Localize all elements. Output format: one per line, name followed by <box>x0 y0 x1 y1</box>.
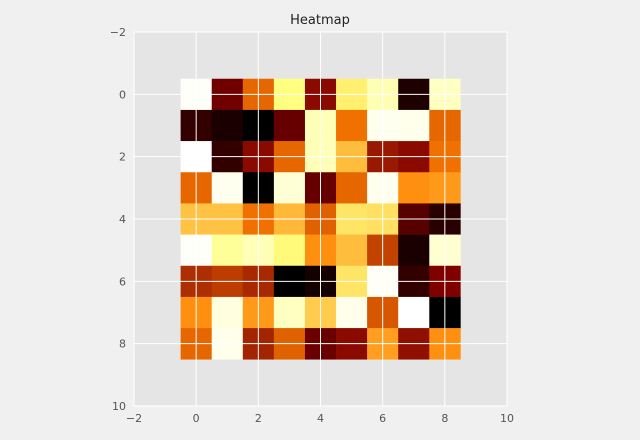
heatmap-cell <box>398 110 429 141</box>
y-tick-label: 6 <box>119 275 126 288</box>
heatmap-cell <box>336 172 367 203</box>
x-tick-label: 10 <box>500 412 514 425</box>
heatmap-cell <box>336 110 367 141</box>
heatmap-cell <box>212 110 243 141</box>
x-tick-label: 8 <box>441 412 448 425</box>
x-tick-label: −2 <box>126 412 142 425</box>
y-tick-label: 2 <box>119 151 126 164</box>
y-tick-label: 0 <box>119 88 126 101</box>
x-tick-label: 0 <box>193 412 200 425</box>
chart-title: Heatmap <box>290 13 350 28</box>
heatmap-cell <box>212 172 243 203</box>
y-tick-label: 10 <box>112 400 126 413</box>
heatmap-cell <box>274 235 305 266</box>
heatmap-cell <box>336 297 367 328</box>
x-tick-label: 4 <box>317 412 324 425</box>
heatmap-cell <box>274 297 305 328</box>
heatmap-cell <box>398 297 429 328</box>
x-axis-ticks: −2 0 2 4 6 8 10 <box>126 412 514 425</box>
x-tick-label: 2 <box>255 412 262 425</box>
y-tick-label: −2 <box>110 26 126 39</box>
y-tick-label: 8 <box>119 338 126 351</box>
heatmap-cell <box>274 110 305 141</box>
heatmap-cell <box>212 235 243 266</box>
heatmap-cell <box>274 172 305 203</box>
heatmap-cell <box>398 235 429 266</box>
heatmap-cell <box>336 235 367 266</box>
heatmap-cell <box>212 297 243 328</box>
heatmap-cell <box>398 172 429 203</box>
y-axis-ticks: −2 0 2 4 6 8 10 <box>110 26 126 413</box>
y-tick-label: 4 <box>119 213 126 226</box>
x-tick-label: 6 <box>379 412 386 425</box>
